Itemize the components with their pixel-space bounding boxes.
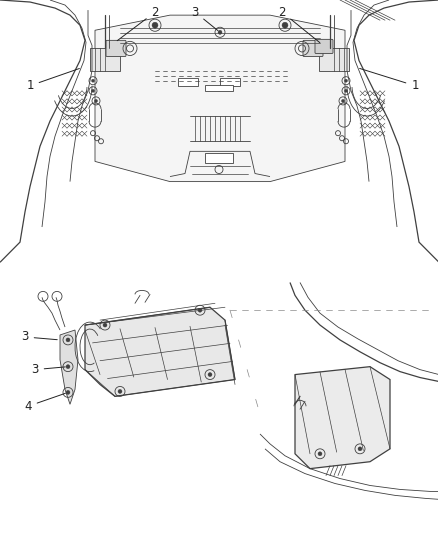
Text: 1: 1	[26, 69, 79, 92]
FancyBboxPatch shape	[106, 41, 126, 56]
Text: 4: 4	[24, 393, 65, 413]
Text: 3: 3	[21, 330, 57, 343]
Text: 2: 2	[278, 6, 319, 43]
Polygon shape	[85, 307, 234, 397]
Circle shape	[344, 79, 347, 82]
Bar	[90, 49, 120, 71]
Bar	[205, 154, 233, 164]
Circle shape	[118, 390, 122, 393]
Circle shape	[94, 99, 97, 102]
Circle shape	[198, 308, 201, 312]
FancyBboxPatch shape	[314, 39, 332, 53]
Circle shape	[66, 365, 70, 369]
Bar	[318, 49, 348, 71]
Circle shape	[66, 390, 70, 394]
Circle shape	[66, 338, 70, 342]
Circle shape	[91, 79, 94, 82]
Polygon shape	[95, 15, 344, 182]
Circle shape	[208, 373, 212, 376]
Circle shape	[152, 22, 158, 28]
FancyBboxPatch shape	[302, 41, 322, 56]
Circle shape	[281, 22, 287, 28]
Circle shape	[317, 452, 321, 456]
Circle shape	[344, 90, 347, 92]
Circle shape	[357, 447, 361, 451]
Circle shape	[103, 323, 107, 327]
Text: 2: 2	[117, 6, 159, 41]
Circle shape	[341, 99, 344, 102]
Bar	[177, 78, 198, 86]
Text: 1: 1	[359, 68, 418, 92]
Polygon shape	[294, 367, 389, 469]
Text: 3: 3	[31, 363, 65, 376]
Circle shape	[91, 90, 94, 92]
Circle shape	[218, 30, 222, 34]
Text: 3: 3	[191, 6, 217, 30]
Bar	[219, 78, 240, 86]
Bar	[205, 85, 233, 91]
Polygon shape	[60, 330, 78, 404]
